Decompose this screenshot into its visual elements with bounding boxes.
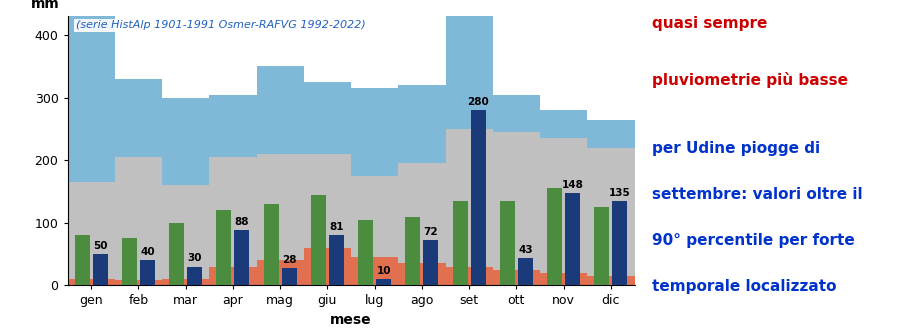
Text: quasi sempre: quasi sempre — [652, 16, 768, 31]
Text: pluviometrie più basse: pluviometrie più basse — [652, 72, 849, 88]
Text: 50: 50 — [93, 241, 107, 251]
Bar — [209, 157, 256, 267]
Bar — [209, 267, 256, 285]
Bar — [587, 148, 634, 276]
Bar — [423, 240, 438, 285]
Bar — [446, 267, 493, 285]
Bar — [140, 260, 155, 285]
Text: per Udine piogge di: per Udine piogge di — [652, 141, 821, 156]
Bar — [351, 176, 398, 257]
Bar — [587, 120, 634, 148]
Bar — [75, 235, 90, 285]
Bar — [304, 248, 351, 285]
Bar — [234, 230, 249, 285]
Bar — [115, 280, 162, 285]
Bar — [93, 254, 108, 285]
Bar — [453, 201, 468, 285]
Bar — [446, 129, 493, 267]
Bar — [518, 258, 533, 285]
Text: 40: 40 — [140, 247, 155, 257]
Bar — [540, 110, 587, 138]
Text: temporale localizzato: temporale localizzato — [652, 279, 837, 294]
Text: 88: 88 — [235, 217, 249, 227]
Bar — [540, 273, 587, 285]
Bar — [310, 195, 326, 285]
Bar — [115, 157, 162, 280]
Bar — [304, 154, 351, 248]
Bar — [398, 163, 446, 263]
Bar — [162, 185, 209, 279]
Bar — [471, 110, 486, 285]
Bar — [587, 276, 634, 285]
Bar — [282, 268, 297, 285]
Text: settembre: valori oltre il: settembre: valori oltre il — [652, 187, 863, 202]
Bar — [446, 16, 493, 129]
Bar — [547, 188, 562, 285]
Bar — [493, 132, 540, 270]
Bar — [328, 235, 344, 285]
X-axis label: mese: mese — [330, 313, 372, 327]
Bar — [351, 88, 398, 176]
Text: 43: 43 — [518, 245, 533, 255]
Bar — [68, 16, 115, 182]
Bar — [264, 204, 279, 285]
Bar — [351, 257, 398, 285]
Text: 28: 28 — [282, 255, 296, 265]
Text: 72: 72 — [424, 227, 438, 237]
Bar — [162, 98, 209, 185]
Bar — [115, 79, 162, 157]
Bar — [169, 223, 184, 285]
Bar — [358, 220, 374, 285]
Text: 10: 10 — [376, 266, 391, 276]
Bar — [187, 267, 202, 285]
Bar — [500, 201, 515, 285]
Bar — [256, 67, 304, 154]
Bar — [405, 216, 420, 285]
Bar — [68, 182, 115, 279]
Bar — [162, 279, 209, 285]
Bar — [256, 260, 304, 285]
Text: 135: 135 — [609, 188, 631, 198]
Bar — [304, 82, 351, 154]
Text: (serie HistAlp 1901-1991 Osmer-RAFVG 1992-2022): (serie HistAlp 1901-1991 Osmer-RAFVG 199… — [76, 20, 365, 31]
Y-axis label: mm: mm — [31, 0, 59, 11]
Bar — [216, 210, 231, 285]
Bar — [565, 193, 581, 285]
Bar — [256, 154, 304, 260]
Bar — [594, 207, 609, 285]
Bar — [398, 263, 446, 285]
Bar — [122, 238, 137, 285]
Text: 280: 280 — [467, 97, 489, 107]
Bar — [493, 270, 540, 285]
Bar — [612, 201, 627, 285]
Bar — [398, 85, 446, 163]
Bar — [68, 279, 115, 285]
Bar — [209, 94, 256, 157]
Text: 30: 30 — [187, 254, 202, 263]
Text: 90° percentile per forte: 90° percentile per forte — [652, 233, 855, 248]
Bar — [493, 94, 540, 132]
Bar — [376, 279, 392, 285]
Text: 81: 81 — [329, 222, 344, 232]
Bar — [540, 138, 587, 273]
Text: 148: 148 — [562, 180, 583, 190]
